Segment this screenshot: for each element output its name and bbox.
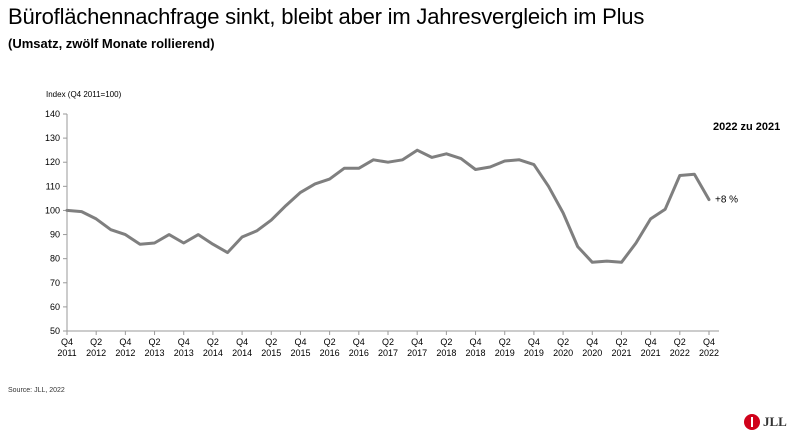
x-tick-label: Q2 2019 [495, 337, 515, 358]
jll-logo: JLL [744, 413, 794, 433]
x-tick-label: Q4 2013 [174, 337, 194, 358]
chart-subtitle: (Umsatz, zwölf Monate rollierend) [8, 36, 215, 51]
x-tick-label: Q2 2015 [261, 337, 281, 358]
y-tick-label: 140 [45, 109, 60, 119]
change-label: +8 % [715, 195, 738, 206]
x-tick-label: Q2 2018 [436, 337, 456, 358]
x-tick-label: Q2 2014 [203, 337, 223, 358]
x-tick-label: Q2 2020 [553, 337, 573, 358]
y-tick-label: 120 [45, 157, 60, 167]
x-tick-label: Q4 2011 [57, 337, 76, 358]
y-axis-label: Index (Q4 2011=100) [46, 90, 122, 99]
y-tick-label: 80 [50, 254, 60, 264]
y-tick-label: 100 [45, 205, 60, 215]
x-tick-label: Q2 2013 [145, 337, 165, 358]
x-tick-label: Q4 2019 [524, 337, 544, 358]
x-tick-label: Q4 2020 [582, 337, 602, 358]
jll-logo-mark-icon [744, 414, 760, 430]
x-tick-label: Q4 2016 [349, 337, 369, 358]
y-tick-label: 110 [46, 181, 60, 191]
x-tick-label: Q4 2017 [407, 337, 427, 358]
y-tick-label: 70 [50, 278, 60, 288]
x-tick-label: Q2 2017 [378, 337, 398, 358]
y-tick-label: 90 [50, 230, 60, 240]
x-tick-label: Q4 2018 [466, 337, 486, 358]
y-tick-label: 130 [45, 133, 60, 143]
x-tick-label: Q4 2012 [115, 337, 135, 358]
source-note: Source: JLL, 2022 [8, 387, 65, 394]
x-tick-label: Q2 2016 [320, 337, 340, 358]
index-series-line [65, 148, 711, 264]
x-tick-label: Q4 2015 [290, 337, 310, 358]
comparison-header: 2022 zu 2021 [713, 121, 781, 133]
x-tick-label: Q4 2021 [641, 337, 661, 358]
x-tick-label: Q4 2022 [699, 337, 719, 358]
x-tick-label: Q2 2021 [611, 337, 631, 358]
x-tick-label: Q2 2022 [670, 337, 690, 358]
x-tick-label: Q4 2014 [232, 337, 252, 358]
y-tick-label: 60 [50, 302, 60, 312]
chart-title: Büroflächennachfrage sinkt, bleibt aber … [8, 4, 645, 29]
jll-logo-text: JLL [763, 414, 787, 429]
y-tick-label: 50 [50, 326, 60, 336]
x-tick-label: Q2 2012 [86, 337, 106, 358]
